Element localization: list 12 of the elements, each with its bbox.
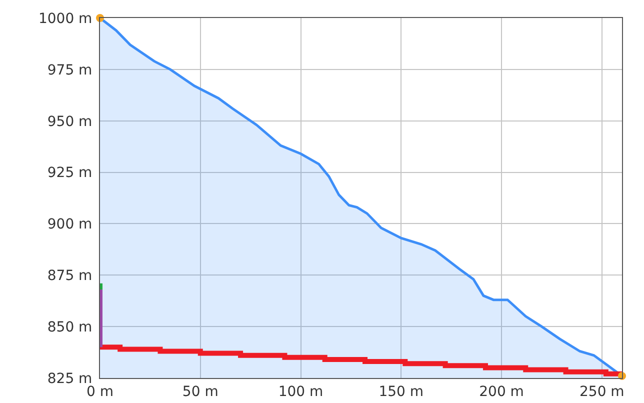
x-tick-label: 50 m: [182, 384, 218, 400]
y-tick-label: 925 m: [47, 165, 92, 182]
x-tick-label: 250 m: [580, 384, 624, 400]
y-tick-label: 875 m: [47, 268, 92, 284]
y-tick-label: 900 m: [47, 216, 92, 233]
x-tick-label: 200 m: [479, 384, 524, 400]
x-tick-label: 100 m: [278, 384, 324, 400]
x-tick-label: 150 m: [378, 384, 424, 400]
y-tick-label: 1000 m: [38, 10, 92, 27]
y-tick-label: 975 m: [47, 62, 92, 78]
y-tick-label: 850 m: [47, 319, 92, 336]
y-tick-label: 950 m: [47, 114, 92, 130]
